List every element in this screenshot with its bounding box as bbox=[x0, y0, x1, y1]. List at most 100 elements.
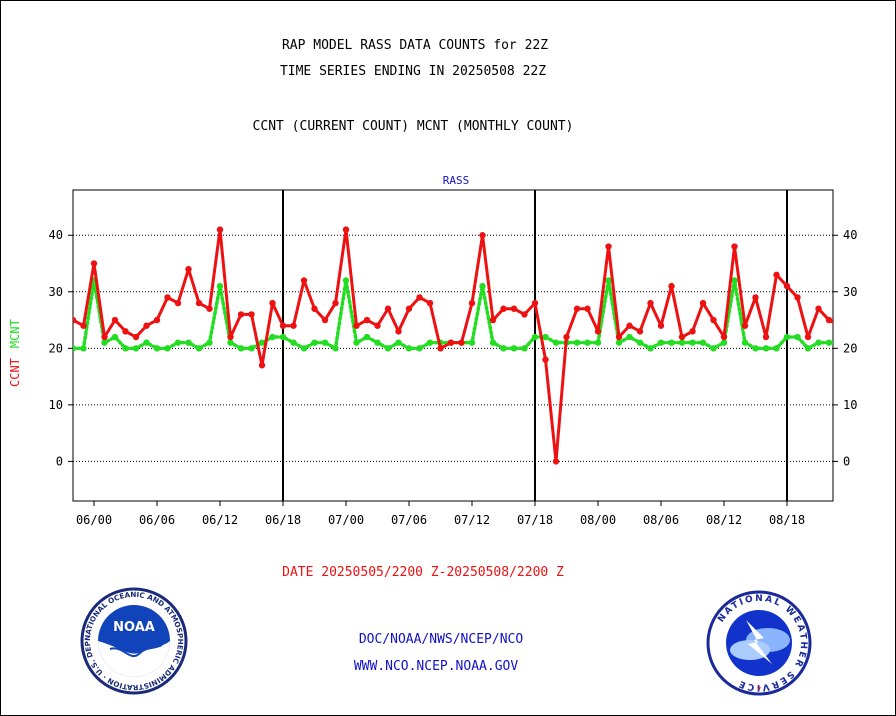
ccnt-point bbox=[216, 226, 224, 233]
ccnt-point bbox=[689, 328, 696, 335]
mcnt-point bbox=[521, 345, 528, 352]
mcnt-point bbox=[185, 339, 192, 346]
y-tick-label-left: 40 bbox=[49, 228, 63, 242]
ccnt-point bbox=[552, 458, 560, 465]
ccnt-point bbox=[195, 299, 203, 307]
x-tick-label: 08/00 bbox=[580, 513, 616, 527]
ccnt-point bbox=[741, 322, 749, 329]
mcnt-point bbox=[405, 345, 413, 352]
ccnt-point bbox=[626, 322, 633, 329]
y-tick-label-left: 20 bbox=[49, 341, 63, 355]
y-tick-label-right: 20 bbox=[843, 341, 857, 355]
ccnt-point bbox=[479, 232, 486, 239]
y-tick-label-right: 10 bbox=[843, 398, 857, 412]
ccnt-point bbox=[773, 271, 780, 279]
ccnt-point bbox=[405, 305, 413, 312]
ccnt-point bbox=[395, 328, 402, 335]
mcnt-point bbox=[321, 339, 329, 346]
ccnt-point bbox=[783, 282, 791, 290]
ccnt-point bbox=[321, 316, 329, 324]
ccnt-point bbox=[80, 322, 87, 329]
ccnt-point bbox=[153, 316, 161, 324]
ccnt-point bbox=[699, 299, 707, 307]
ccnt-point bbox=[521, 311, 528, 318]
ccnt-point bbox=[825, 316, 833, 324]
x-tick-label: 08/18 bbox=[769, 513, 805, 527]
y-axis-label-ccnt: CCNT bbox=[8, 358, 22, 387]
x-tick-label: 06/12 bbox=[202, 513, 238, 527]
svg-text:★: ★ bbox=[757, 683, 762, 692]
mcnt-point bbox=[689, 339, 696, 346]
mcnt-point bbox=[290, 339, 297, 346]
mcnt-point bbox=[111, 333, 119, 341]
mcnt-point bbox=[227, 339, 234, 346]
mcnt-point bbox=[479, 282, 486, 290]
mcnt-point bbox=[269, 333, 276, 341]
ccnt-point bbox=[447, 339, 455, 346]
mcnt-point bbox=[584, 339, 591, 346]
ccnt-point bbox=[563, 333, 570, 341]
ccnt-point bbox=[300, 277, 308, 284]
ccnt-point bbox=[531, 299, 539, 307]
mcnt-point bbox=[206, 339, 213, 346]
ccnt-point bbox=[657, 322, 665, 329]
x-tick-label: 06/18 bbox=[265, 513, 301, 527]
ccnt-point bbox=[384, 305, 392, 312]
mcnt-point bbox=[153, 345, 161, 352]
mcnt-point bbox=[384, 345, 392, 352]
mcnt-point bbox=[710, 345, 717, 352]
ccnt-point bbox=[90, 260, 98, 267]
mcnt-point bbox=[699, 339, 707, 346]
nws-logo-icon: NATIONAL WEATHER SERVICE ★ bbox=[706, 590, 812, 696]
mcnt-point bbox=[804, 345, 812, 352]
ccnt-point bbox=[731, 243, 738, 250]
url-link[interactable]: WWW.NCO.NCEP.NOAA.GOV bbox=[353, 659, 519, 674]
ccnt-point bbox=[416, 294, 423, 301]
x-tick-label: 06/00 bbox=[76, 513, 112, 527]
mcnt-point bbox=[122, 345, 129, 352]
y-tick-label-left: 30 bbox=[49, 285, 63, 299]
y-axis-label-mcnt: MCNT bbox=[8, 319, 22, 348]
mcnt-point bbox=[237, 345, 245, 352]
mcnt-point bbox=[395, 339, 402, 346]
chart-legend-line: CCNT (CURRENT COUNT) MCNT (MONTHLY COUNT… bbox=[252, 119, 574, 134]
plot-series-group bbox=[73, 226, 842, 465]
mcnt-point bbox=[311, 339, 318, 346]
mcnt-point bbox=[489, 339, 497, 346]
ccnt-point bbox=[720, 333, 728, 341]
mcnt-point bbox=[762, 345, 770, 352]
mcnt-point bbox=[668, 339, 675, 346]
ccnt-point bbox=[237, 311, 245, 318]
chart-title-line1: RAP MODEL RASS DATA COUNTS for 22Z bbox=[281, 38, 549, 53]
mcnt-point bbox=[500, 345, 507, 352]
mcnt-point bbox=[510, 345, 518, 352]
mcnt-point bbox=[353, 339, 360, 346]
mcnt-point bbox=[783, 333, 791, 341]
noaa-logo-icon: NATIONAL OCEANIC AND ATMOSPHERIC ADMINIS… bbox=[80, 587, 188, 695]
mcnt-point bbox=[258, 339, 266, 346]
mcnt-point bbox=[741, 339, 749, 346]
ccnt-point bbox=[248, 311, 255, 318]
x-tick-label: 08/12 bbox=[706, 513, 742, 527]
y-axis-label: CCNT MCNT bbox=[8, 319, 22, 387]
mcnt-point bbox=[300, 345, 308, 352]
ccnt-point bbox=[584, 305, 591, 312]
mcnt-point bbox=[731, 277, 738, 284]
x-tick-label: 07/06 bbox=[391, 513, 427, 527]
ccnt-point bbox=[836, 323, 842, 329]
org-label: DOC/NOAA/NWS/NCEP/NCO bbox=[358, 632, 524, 647]
mcnt-point bbox=[279, 333, 287, 341]
ccnt-point bbox=[510, 305, 518, 312]
mcnt-point bbox=[552, 339, 560, 346]
mcnt-point bbox=[174, 339, 182, 346]
ccnt-point bbox=[132, 333, 140, 341]
noaa-logo-label: NOAA bbox=[113, 620, 155, 635]
mcnt-point bbox=[573, 339, 581, 346]
ccnt-point bbox=[311, 305, 318, 312]
ccnt-point bbox=[489, 316, 497, 324]
ccnt-point bbox=[615, 333, 623, 341]
mcnt-point bbox=[636, 339, 644, 346]
ccnt-point bbox=[73, 316, 77, 324]
mcnt-point bbox=[825, 339, 833, 346]
